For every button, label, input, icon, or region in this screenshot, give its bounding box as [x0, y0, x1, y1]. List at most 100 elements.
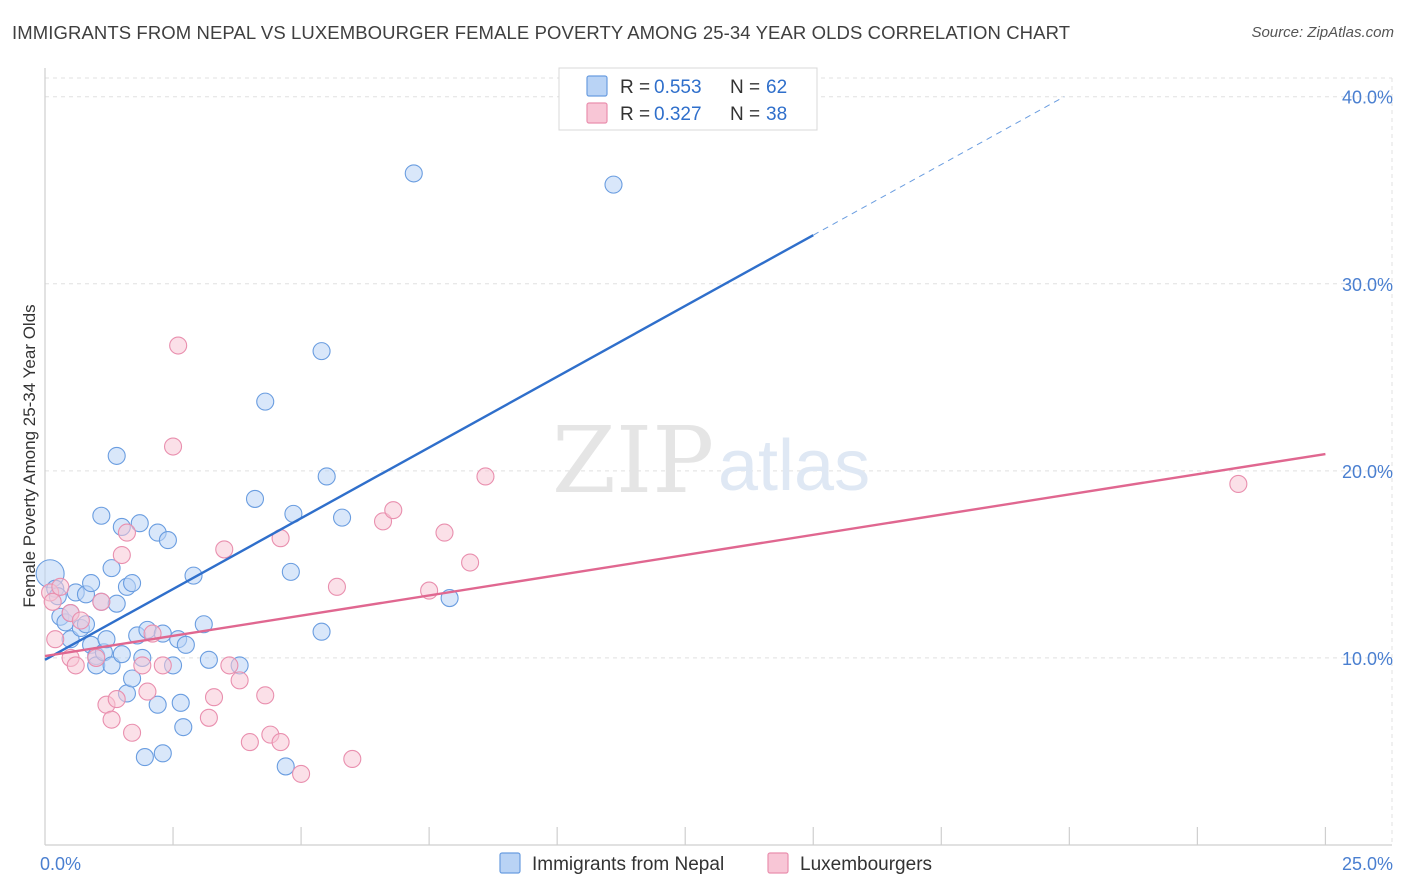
stats-legend: R = 0.553 N = 62 R = 0.327 N = 38 — [558, 67, 818, 131]
legend-swatch-nepal — [499, 852, 521, 874]
data-point — [215, 540, 234, 559]
trend-lines — [44, 96, 1326, 661]
data-point — [204, 688, 224, 707]
watermark-atlas: atlas — [718, 426, 870, 506]
data-point — [343, 749, 362, 768]
legend-n-value-blue: 62 — [766, 77, 787, 98]
data-point — [199, 650, 218, 669]
data-point — [604, 175, 623, 194]
data-point — [435, 523, 454, 542]
data-point — [256, 686, 275, 705]
data-point — [384, 501, 403, 520]
data-point — [312, 342, 331, 361]
data-point — [97, 630, 116, 649]
data-point — [373, 512, 393, 531]
watermark: ZIP atlas — [552, 407, 870, 514]
data-point — [158, 531, 177, 550]
data-point — [46, 630, 65, 649]
x-tick-label: 0.0% — [40, 854, 81, 874]
data-point — [153, 656, 172, 675]
data-point — [404, 164, 423, 183]
data-point — [276, 757, 295, 776]
data-point — [92, 592, 111, 611]
chart-title: IMMIGRANTS FROM NEPAL VS LUXEMBOURGER FE… — [12, 22, 1071, 43]
data-point — [171, 693, 190, 712]
data-point — [135, 748, 154, 767]
legend-n-label-pink: N = — [730, 104, 760, 125]
legend-n-value-pink: 38 — [766, 104, 787, 125]
data-point — [87, 648, 106, 667]
data-point — [220, 656, 239, 675]
legend-n-label-blue: N = — [730, 77, 760, 98]
data-point — [43, 592, 62, 611]
data-point — [271, 733, 290, 752]
legend-label-nepal: Immigrants from Nepal — [532, 854, 724, 875]
data-point — [92, 506, 111, 525]
data-point — [327, 577, 346, 596]
data-point — [112, 545, 131, 565]
data-point — [245, 489, 265, 508]
legend-r-label-pink: R = — [620, 104, 650, 125]
y-tick-label: 20.0% — [1342, 462, 1393, 482]
data-point — [240, 733, 259, 752]
data-point — [317, 467, 336, 486]
data-point — [461, 553, 480, 572]
data-point — [312, 622, 331, 641]
data-point — [153, 744, 172, 763]
data-point — [292, 764, 311, 783]
tick-labels: 10.0% 20.0% 30.0% 40.0% 0.0% 25.0% — [40, 88, 1393, 874]
trend-line-pink — [44, 452, 1326, 658]
data-point — [102, 559, 121, 578]
legend-r-value-blue: 0.553 — [654, 77, 702, 98]
data-point — [133, 656, 152, 675]
legend-swatch-pink — [586, 102, 608, 124]
x-tick-label: 25.0% — [1342, 854, 1393, 874]
data-point — [199, 708, 218, 727]
data-point — [333, 508, 352, 527]
data-point — [102, 656, 121, 675]
legend-r-label-blue: R = — [620, 77, 650, 98]
data-point — [107, 594, 126, 613]
data-point — [112, 645, 131, 664]
data-point — [281, 562, 300, 581]
data-point — [123, 574, 142, 593]
data-point — [256, 392, 275, 411]
data-point — [476, 467, 495, 486]
legend-swatch-luxembourgers — [767, 852, 789, 874]
axes — [44, 68, 1392, 846]
data-point — [82, 574, 101, 593]
y-tick-label: 40.0% — [1342, 88, 1393, 108]
data-point — [176, 635, 195, 654]
data-point — [71, 611, 90, 630]
series-nepal — [35, 164, 623, 776]
data-point — [148, 695, 167, 714]
source-label: Source: ZipAtlas.com — [1251, 24, 1394, 41]
trend-line-extension — [813, 96, 1065, 236]
data-point — [123, 669, 142, 688]
legend-label-luxembourgers: Luxembourgers — [800, 854, 932, 875]
data-point — [230, 671, 249, 690]
data-point — [163, 437, 183, 456]
data-point — [1229, 474, 1248, 493]
data-point — [117, 523, 136, 542]
y-tick-label: 30.0% — [1342, 275, 1393, 295]
data-point — [138, 682, 157, 701]
watermark-zip: ZIP — [552, 407, 714, 514]
data-point — [123, 723, 142, 742]
data-point — [51, 577, 70, 596]
data-point — [102, 710, 121, 729]
data-point — [169, 336, 188, 355]
trend-line-blue — [44, 234, 814, 661]
data-point — [66, 656, 85, 675]
series-legend: Immigrants from Nepal Luxembourgers — [499, 852, 932, 875]
y-tick-label: 10.0% — [1342, 649, 1393, 669]
data-point — [107, 690, 126, 709]
data-point — [194, 615, 213, 634]
data-point — [174, 718, 193, 737]
data-point — [107, 446, 126, 465]
y-axis-title: Female Poverty Among 25-34 Year Olds — [20, 304, 39, 607]
series-luxembourgers — [41, 336, 1248, 783]
legend-swatch-blue — [586, 75, 608, 97]
data-point — [130, 514, 149, 533]
